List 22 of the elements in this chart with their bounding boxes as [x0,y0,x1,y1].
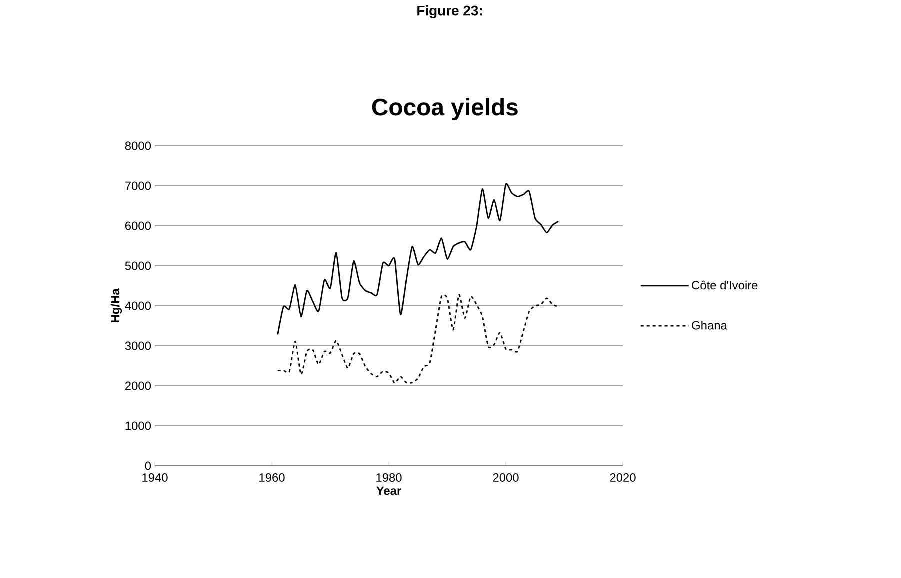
x-tick-label: 2000 [493,474,519,482]
y-axis-title: Hg/Ha [110,288,122,322]
y-tick-label: 8000 [125,142,152,150]
y-tick-label: 6000 [126,222,152,230]
y-tick-label: 3000 [125,342,152,350]
y-tick-label: 7000 [126,182,152,190]
x-tick-label: 1980 [376,474,402,482]
chart-title: Cocoa yields [372,98,518,120]
y-tick-label: 0 [145,462,152,470]
y-tick-label: 5000 [125,262,152,270]
caption: Figure 23: [418,5,482,19]
x-tick-label: 2020 [610,474,636,482]
y-tick-label: 4000 [125,302,152,310]
y-tick-label: 2000 [125,382,152,390]
line-series [277,294,560,384]
x-axis-title: Year [376,486,402,496]
legend-label: Ghana [692,321,728,330]
x-tick-label: 1940 [142,474,168,482]
x-tick-label: 1960 [260,474,285,482]
legend-label: Côte d'Ivoire [692,280,758,290]
line-series [277,184,560,336]
y-tick-label: 1000 [126,422,152,430]
